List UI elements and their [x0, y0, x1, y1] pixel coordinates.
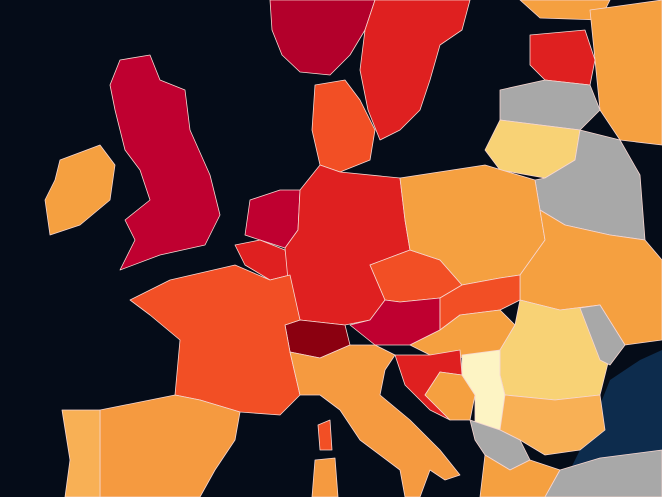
country-turkey — [544, 449, 662, 497]
country-sweden — [359, 0, 471, 141]
island-sardinia — [311, 457, 339, 497]
country-moldova — [579, 304, 626, 366]
country-portugal — [61, 409, 101, 497]
country-italy — [289, 344, 461, 497]
island-corsica — [317, 419, 333, 451]
country-uk — [109, 54, 221, 271]
country-denmark — [311, 79, 376, 173]
country-ireland — [44, 144, 116, 236]
